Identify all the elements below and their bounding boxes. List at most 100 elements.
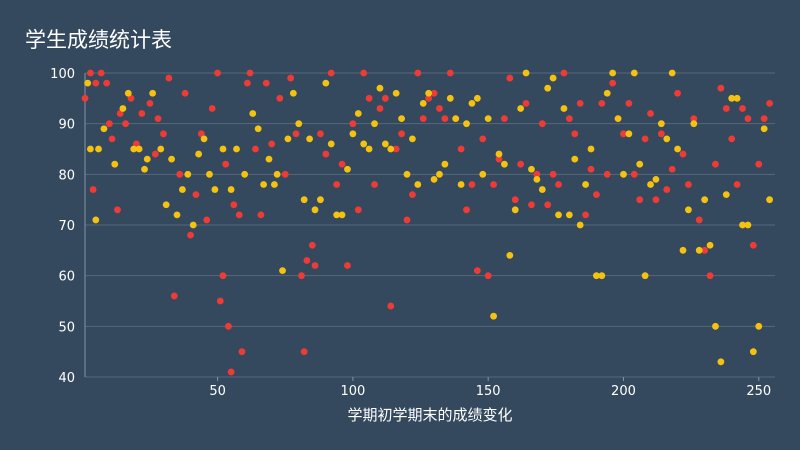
data-point [685, 181, 692, 188]
data-point [260, 181, 267, 188]
y-tick-label: 40 [58, 371, 75, 386]
data-point [501, 115, 508, 122]
data-point [176, 170, 184, 178]
data-point [576, 221, 584, 229]
data-point [151, 150, 159, 158]
data-point [463, 206, 470, 214]
data-point [506, 252, 514, 259]
data-point [230, 201, 238, 209]
data-point [533, 170, 541, 178]
data-point [360, 69, 368, 77]
data-point [712, 160, 719, 168]
data-point [92, 216, 100, 224]
data-point [409, 135, 416, 143]
x-tick-label: 200 [611, 384, 636, 399]
data-point [436, 170, 443, 178]
data-point [409, 191, 416, 199]
data-point [609, 69, 617, 77]
data-point [625, 100, 633, 107]
data-point [587, 145, 595, 153]
data-point [143, 155, 151, 163]
data-point [674, 145, 681, 153]
data-point [97, 69, 105, 77]
data-point [208, 105, 216, 112]
data-point [84, 79, 92, 87]
axes: 40 50 60 70 80 90 100 50 100 150 200 250 [50, 67, 771, 399]
data-point [376, 84, 384, 92]
data-point [119, 105, 127, 112]
data-point [95, 145, 102, 153]
data-point [327, 140, 335, 148]
data-point [333, 181, 341, 188]
data-point [490, 312, 497, 320]
data-point [354, 206, 362, 214]
data-point [560, 69, 568, 77]
data-point [349, 120, 357, 128]
data-point [327, 69, 335, 77]
data-point [133, 140, 140, 148]
data-point [647, 181, 654, 188]
data-point [441, 115, 449, 122]
data-point [211, 186, 219, 193]
data-point [257, 211, 265, 219]
data-point [544, 84, 552, 92]
data-point [560, 105, 568, 112]
chart-title: 学生成绩统计表 [25, 28, 172, 52]
data-point [216, 297, 224, 305]
data-point [168, 155, 175, 163]
data-point [755, 322, 763, 330]
data-point [690, 120, 698, 128]
data-point [392, 145, 400, 153]
data-point [538, 120, 546, 128]
data-point [184, 170, 192, 178]
data-point [522, 69, 530, 77]
data-point [298, 272, 305, 280]
data-point [685, 206, 692, 214]
data-point [308, 241, 316, 249]
data-point [87, 69, 94, 77]
data-point [300, 196, 308, 204]
data-point [387, 145, 395, 153]
data-point [146, 100, 154, 107]
data-point [603, 170, 611, 178]
data-point [403, 216, 411, 224]
x-tick-label: 250 [746, 384, 771, 399]
data-point [225, 322, 232, 330]
data-point [620, 170, 627, 178]
data-point [490, 181, 497, 188]
data-point [300, 348, 308, 356]
data-point [511, 196, 519, 204]
data-point [306, 135, 313, 143]
data-point [430, 89, 438, 97]
data-point [179, 186, 186, 193]
data-point [130, 145, 138, 153]
data-point [668, 69, 676, 77]
data-point [241, 170, 249, 178]
data-point [365, 94, 373, 102]
data-point [222, 160, 230, 168]
data-point [376, 105, 384, 112]
data-point [706, 272, 714, 280]
data-point [717, 84, 725, 92]
data-point [749, 348, 757, 356]
data-point [565, 211, 573, 219]
data-point [273, 170, 281, 178]
y-tick-label: 80 [58, 168, 75, 183]
data-point [571, 130, 579, 138]
data-point [425, 89, 433, 97]
data-point [219, 272, 227, 280]
data-point [206, 170, 213, 178]
data-point [227, 186, 235, 193]
data-point [387, 302, 395, 310]
data-point [598, 272, 606, 280]
data-point [419, 115, 427, 122]
data-point [92, 79, 100, 87]
y-tick-label: 100 [50, 67, 75, 82]
data-point [81, 94, 89, 102]
data-point [149, 89, 157, 97]
data-point [706, 241, 714, 249]
data-point [349, 130, 357, 138]
data-point [254, 125, 262, 133]
